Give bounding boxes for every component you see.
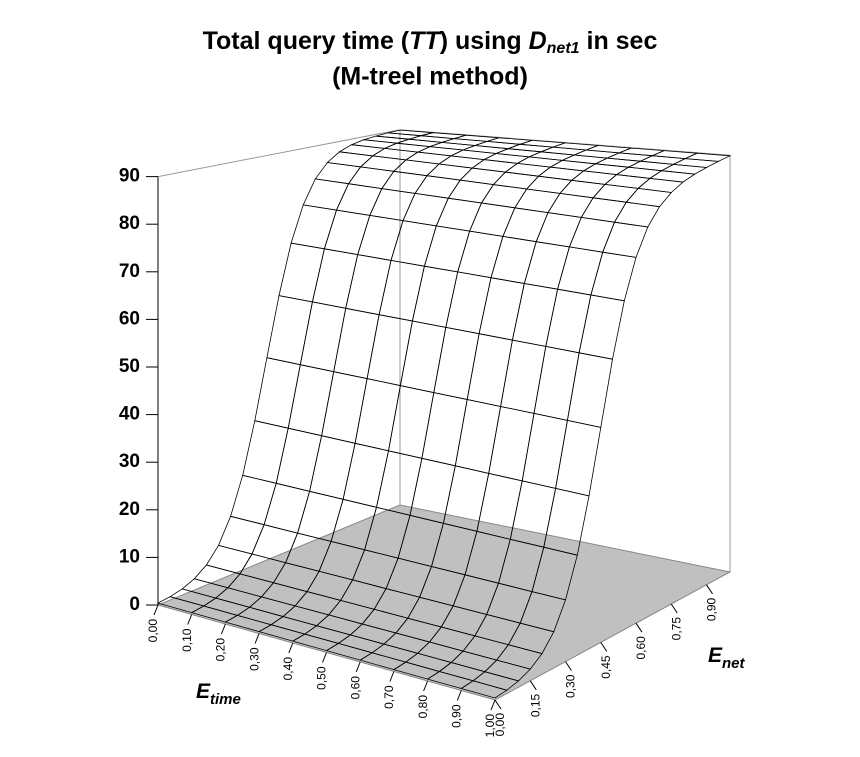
y-tick-label: 0,90	[705, 597, 719, 621]
x-tick	[322, 652, 327, 663]
y-tick	[635, 622, 643, 633]
label-part: net	[722, 655, 746, 672]
z-tick-label: 20	[119, 499, 140, 520]
x-tick	[220, 623, 226, 635]
surface-cell	[683, 152, 732, 162]
x-tick	[187, 614, 193, 625]
z-tick-label: 10	[119, 546, 140, 567]
x-tick-label: 0,10	[180, 628, 194, 652]
y-tick-label: 0,60	[634, 636, 648, 660]
chart-title: Total query time (TT) using Dnet1 in sec	[203, 27, 658, 58]
y-tick-label: 0,45	[599, 655, 613, 679]
box-edge	[157, 129, 401, 178]
y-tick-label: 0,75	[669, 617, 683, 641]
chart-subtitle: (M-treel method)	[332, 63, 528, 91]
y-axis-label: Enet	[708, 644, 746, 672]
label-part: E	[708, 644, 723, 667]
x-tick	[288, 642, 294, 654]
label-part: E	[196, 680, 211, 703]
x-tick	[490, 699, 496, 711]
title-part: in sec	[580, 27, 658, 55]
y-tick	[706, 584, 713, 595]
y-tick-label: 0,15	[528, 693, 542, 717]
x-tick-label: 0,30	[247, 647, 261, 671]
y-tick-label: 0,30	[564, 674, 578, 698]
z-tick-label: 30	[119, 451, 140, 472]
x-tick-label: 0,40	[281, 657, 295, 681]
x-tick-label: 0,80	[416, 695, 430, 719]
x-tick-label: 0,60	[348, 676, 362, 700]
x-tick-label: 0,70	[382, 685, 396, 709]
y-tick	[494, 699, 502, 710]
y-tick	[565, 661, 572, 671]
y-tick	[600, 642, 608, 652]
x-axis-label: Etime	[196, 680, 241, 708]
x-tick	[153, 604, 159, 616]
x-tick	[389, 671, 395, 682]
z-tick-label: 80	[119, 213, 140, 234]
z-tick-label: 90	[119, 166, 140, 187]
title-part: net1	[547, 40, 580, 57]
y-tick-label: 0,00	[493, 713, 507, 737]
z-tick-label: 0	[129, 594, 140, 615]
x-tick	[423, 680, 429, 692]
title-part: ) using	[440, 27, 529, 55]
z-tick-label: 50	[119, 356, 140, 377]
y-tick	[529, 680, 537, 691]
x-tick	[355, 661, 361, 673]
x-tick-label: 1,00	[483, 714, 497, 738]
x-tick-label: 0,20	[214, 638, 228, 662]
z-tick-label: 60	[119, 308, 140, 329]
label-part: time	[210, 691, 241, 708]
title-part: Total query time (	[203, 27, 410, 55]
x-tick-label: 0,90	[449, 704, 463, 728]
z-tick-label: 70	[119, 261, 140, 282]
title-part: D	[529, 27, 547, 55]
x-tick	[456, 690, 462, 701]
z-tick-label: 40	[119, 404, 140, 425]
title-part: TT	[409, 27, 442, 55]
x-tick-label: 0,50	[315, 666, 329, 690]
x-tick-label: 0,00	[146, 619, 160, 643]
y-tick	[670, 603, 678, 614]
x-tick	[254, 633, 260, 644]
